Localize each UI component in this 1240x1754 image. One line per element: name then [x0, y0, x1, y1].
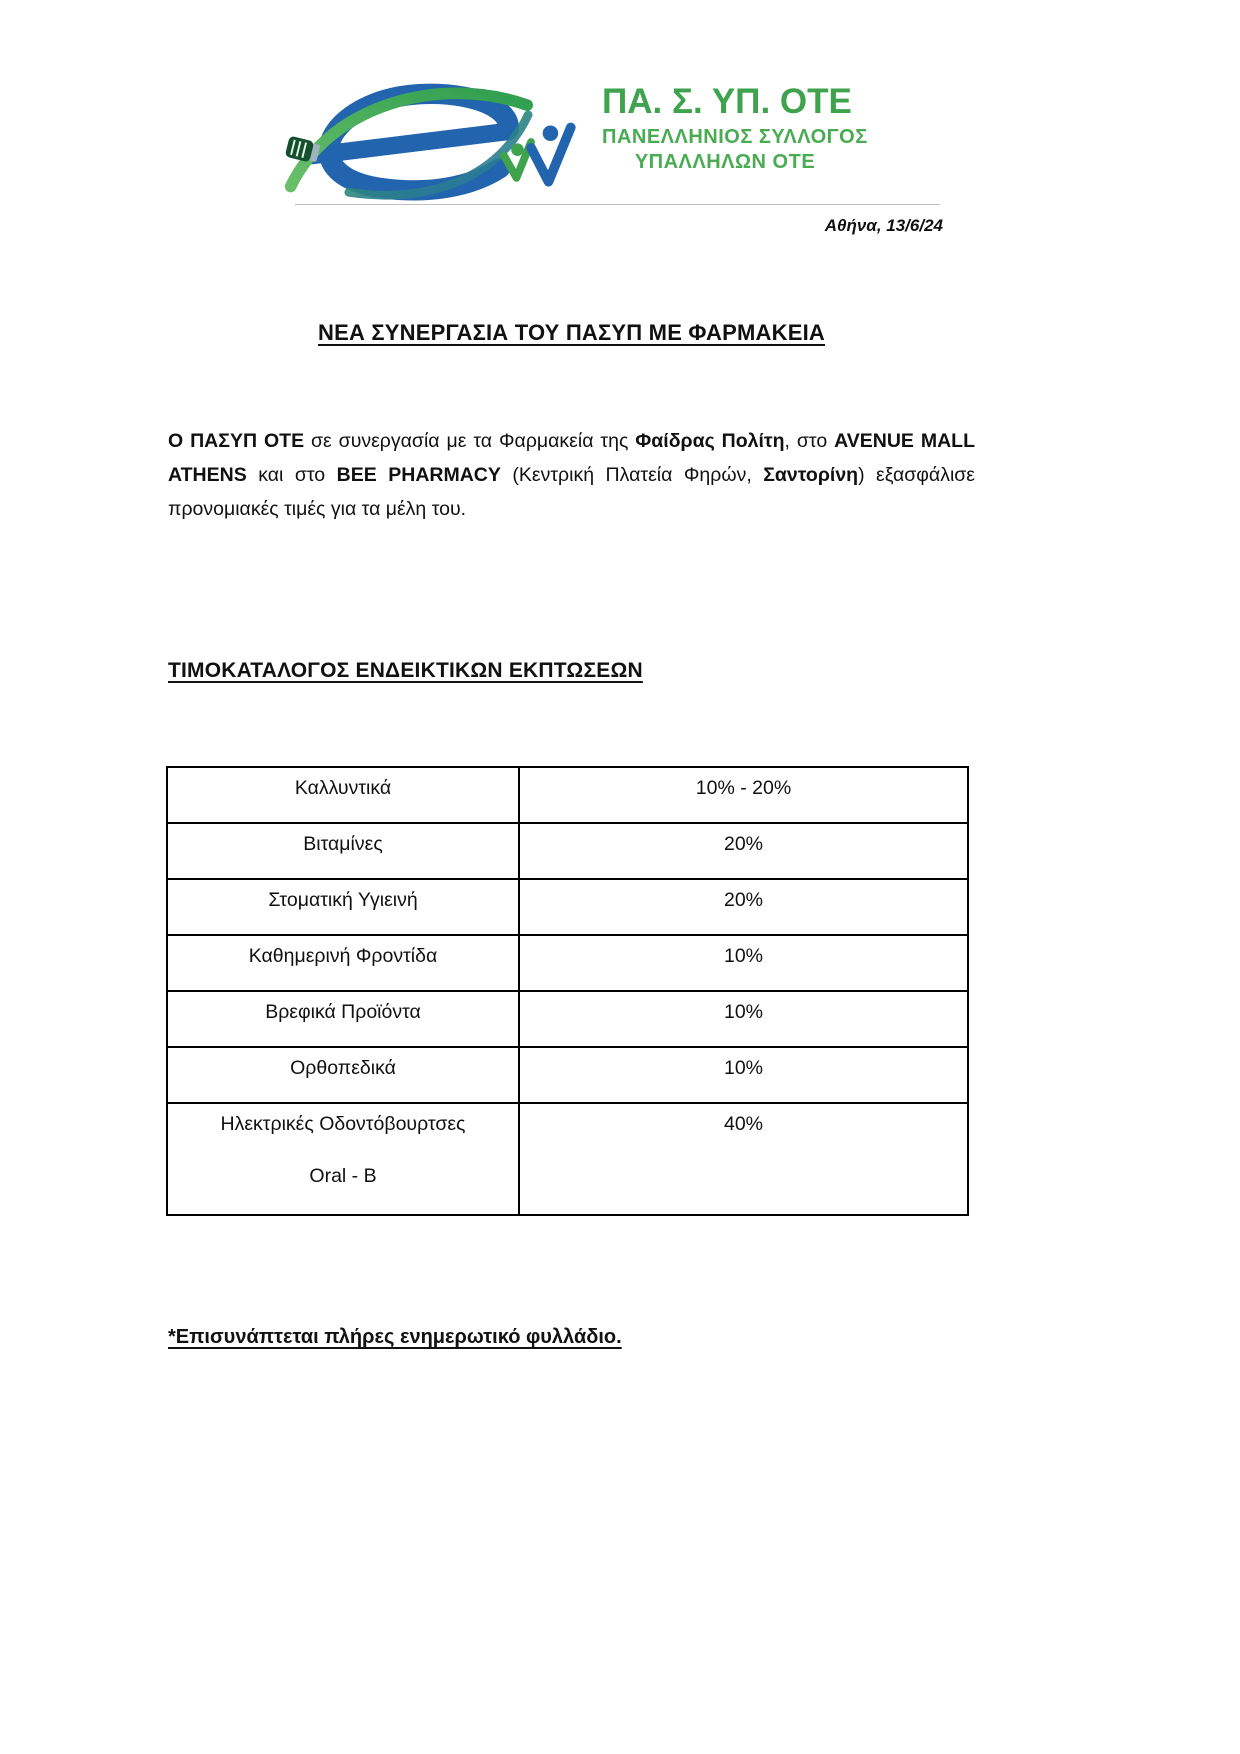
org-acronym: ΠΑ. Σ. ΥΠ. ΟΤΕ [602, 82, 852, 121]
table-row: Καθημερινή Φροντίδα 10% [166, 934, 969, 992]
paragraph-bold-segment: Σαντορίνη [763, 464, 859, 486]
paragraph-segment: , στο [784, 430, 835, 452]
people-icon [500, 122, 576, 187]
paragraph-bold-segment: BEE PHARMACY [336, 464, 501, 486]
org-subtitle-line1: ΠΑΝΕΛΛΗΝΙΟΣ ΣΥΛΛΟΓΟΣ [602, 126, 868, 148]
table-row: Ηλεκτρικές Οδοντόβουρτσες Oral - B 40% [166, 1102, 969, 1216]
plug-icon [285, 136, 320, 162]
discount-cell: 20% [518, 822, 969, 880]
table-row: Καλλυντικά 10% - 20% [166, 766, 969, 824]
category-cell: Βιταμίνες [166, 822, 520, 880]
document-title: ΝΕΑ ΣΥΝΕΡΓΑΣΙΑ ΤΟΥ ΠΑΣΥΠ ΜΕ ΦΑΡΜΑΚΕΙΑ [318, 320, 825, 345]
footnote: *Επισυνάπτεται πλήρες ενημερωτικό φυλλάδ… [168, 1326, 622, 1348]
discount-cell: 10% - 20% [518, 766, 969, 824]
paragraph-segment: και στο [246, 464, 337, 486]
org-subtitle-line2: ΥΠΑΛΛΗΛΩΝ ΟΤΕ [634, 151, 816, 173]
org-logo-text: ΠΑ. Σ. ΥΠ. ΟΤΕ ΠΑΝΕΛΛΗΝΙΟΣ ΣΥΛΛΟΓΟΣ ΥΠΑΛ… [602, 82, 868, 173]
category-cell: Βρεφικά Προϊόντα [166, 990, 520, 1048]
intro-paragraph: Ο ΠΑΣΥΠ ΟΤΕ σε συνεργασία με τα Φαρμακεί… [168, 424, 975, 526]
paragraph-segment: σε συνεργασία με τα Φαρμακεία της [304, 430, 636, 452]
category-cell: Καθημερινή Φροντίδα [166, 934, 520, 992]
table-row: Βιταμίνες 20% [166, 822, 969, 880]
category-cell: Στοματική Υγιεινή [166, 878, 520, 936]
discount-cell: 10% [518, 990, 969, 1048]
discount-cell: 10% [518, 934, 969, 992]
paragraph-segment: (Κεντρική Πλατεία Φηρών, [500, 464, 764, 486]
org-logo: ΠΑ. Σ. ΥΠ. ΟΤΕ ΠΑΝΕΛΛΗΝΙΟΣ ΣΥΛΛΟΓΟΣ ΥΠΑΛ… [268, 78, 948, 208]
table-row: Ορθοπεδικά 10% [166, 1046, 969, 1104]
paragraph-bold-segment: Φαίδρας Πολίτη [635, 430, 785, 452]
paragraph-segment: ) εξασφάλισε προνομιακές τιμές για τα μέ… [168, 464, 975, 520]
discount-cell: 20% [518, 878, 969, 936]
table-row: Βρεφικά Προϊόντα 10% [166, 990, 969, 1048]
discount-cell: 10% [518, 1046, 969, 1104]
category-line2: Oral - B [309, 1165, 377, 1187]
category-cell: Ορθοπεδικά [166, 1046, 520, 1104]
category-line1: Ηλεκτρικές Οδοντόβουρτσες [220, 1113, 466, 1135]
paragraph-bold-segment: AVENUE MALL ATHENS [168, 430, 976, 486]
table-row: Στοματική Υγιεινή 20% [166, 878, 969, 936]
dateline: Αθήνα, 13/6/24 [824, 216, 943, 235]
category-cell: Ηλεκτρικές Οδοντόβουρτσες Oral - B [166, 1102, 520, 1216]
paragraph-bold-segment: Ο ΠΑΣΥΠ ΟΤΕ [168, 430, 305, 452]
logo-bottom-rule [295, 204, 940, 205]
e-swirl-icon [303, 83, 519, 201]
discount-table-body: Καλλυντικά 10% - 20% Βιταμίνες 20% Στοματική… [166, 766, 969, 1216]
pasyp-logo-icon [284, 83, 576, 201]
category-cell: Καλλυντικά [166, 766, 520, 824]
section-heading: ΤΙΜΟΚΑΤΑΛΟΓΟΣ ΕΝΔΕΙΚΤΙΚΩΝ ΕΚΠΤΩΣΕΩΝ [168, 659, 643, 682]
discount-table: Καλλυντικά 10% - 20% Βιταμίνες 20% Στοματική… [166, 766, 969, 1216]
discount-cell: 40% [518, 1102, 969, 1216]
